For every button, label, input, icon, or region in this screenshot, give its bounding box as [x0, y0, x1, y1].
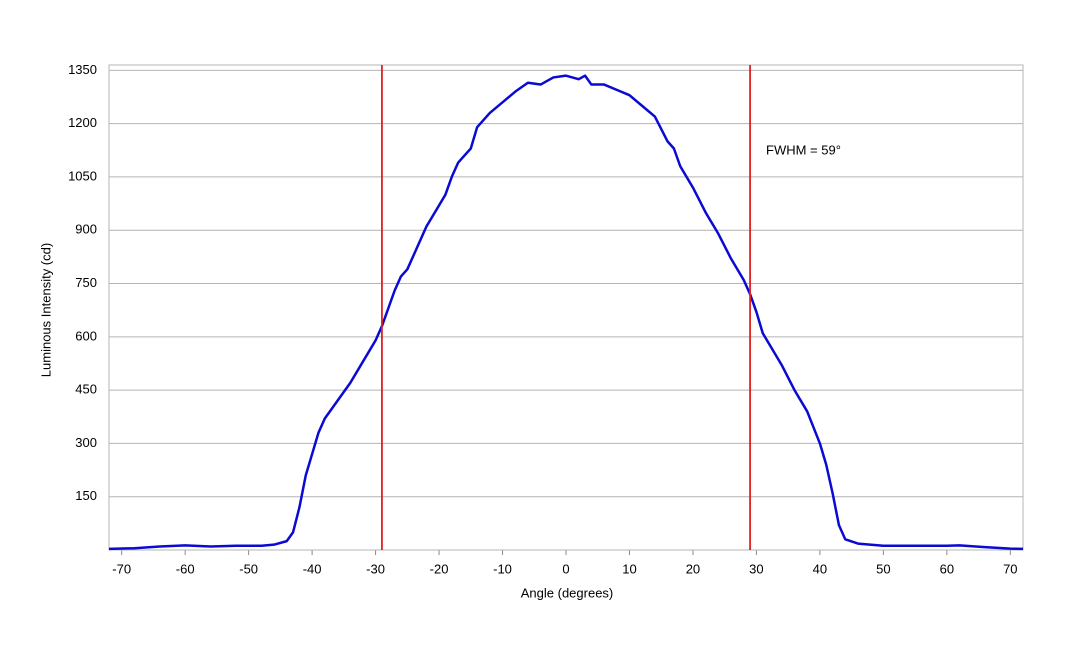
x-tick-label: 50	[876, 561, 890, 576]
x-tick-label: -40	[303, 561, 322, 576]
x-axis-label: Angle (degrees)	[521, 585, 614, 600]
x-tick-label: 10	[622, 561, 636, 576]
y-tick-label: 150	[75, 488, 97, 503]
data-line	[108, 74, 1024, 551]
y-tick-label: 1350	[68, 62, 97, 77]
x-tick-label: -20	[430, 561, 449, 576]
x-tick-label: -60	[176, 561, 195, 576]
y-tick-label: 450	[75, 382, 97, 397]
x-tick-label: -30	[366, 561, 385, 576]
y-axis-label: Luminous Intensity (cd)	[38, 243, 53, 377]
x-tick-label: -50	[239, 561, 258, 576]
y-tick-label: 1200	[68, 115, 97, 130]
x-tick-label: 0	[562, 561, 569, 576]
annotation: FWHM = 59°	[766, 142, 841, 157]
y-tick-label: 300	[75, 435, 97, 450]
x-tick-label: -70	[112, 561, 131, 576]
y-tick-label: 600	[75, 328, 97, 343]
x-tick-label: 60	[940, 561, 954, 576]
x-tick-label: 40	[813, 561, 827, 576]
x-tick-label: 30	[749, 561, 763, 576]
plot-frame	[108, 64, 1024, 551]
x-tick-label: 20	[686, 561, 700, 576]
x-tick-label: -10	[493, 561, 512, 576]
y-tick-label: 900	[75, 222, 97, 237]
x-tick-label: 70	[1003, 561, 1017, 576]
y-tick-label: 750	[75, 275, 97, 290]
y-tick-label: 1050	[68, 168, 97, 183]
